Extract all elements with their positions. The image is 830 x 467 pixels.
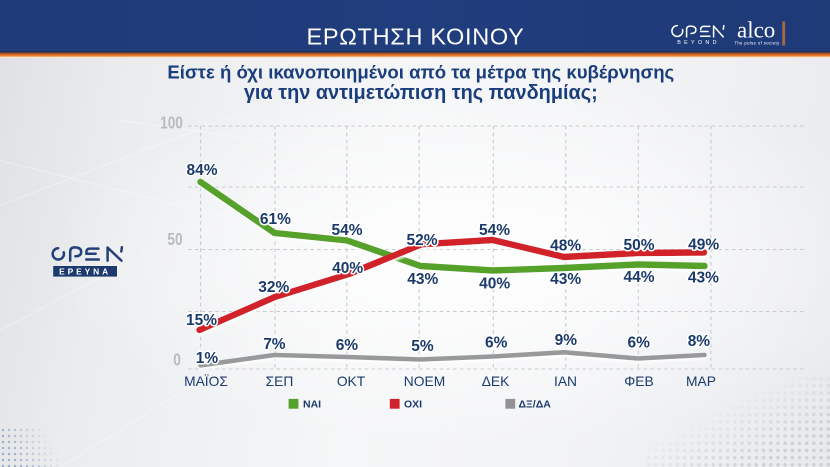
svg-text:50: 50 <box>167 231 182 250</box>
svg-text:ΜΑΡ: ΜΑΡ <box>686 374 716 389</box>
svg-text:52%: 52% <box>406 232 437 249</box>
svg-text:43%: 43% <box>688 270 719 287</box>
svg-text:100: 100 <box>160 114 183 133</box>
svg-text:32%: 32% <box>258 279 289 296</box>
svg-text:ΔΞ/ΔΑ: ΔΞ/ΔΑ <box>519 399 552 411</box>
svg-text:40%: 40% <box>479 275 510 292</box>
svg-text:6%: 6% <box>485 335 508 352</box>
svg-text:Είστε ή όχι ικανοποιημένοι από: Είστε ή όχι ικανοποιημένοι από τα μέτρα … <box>167 61 674 82</box>
svg-text:ΕΡΕΥΝΑ: ΕΡΕΥΝΑ <box>59 266 111 276</box>
svg-text:0: 0 <box>173 351 181 370</box>
svg-text:43%: 43% <box>550 271 581 288</box>
svg-text:43%: 43% <box>407 271 438 288</box>
svg-text:6%: 6% <box>627 335 650 352</box>
svg-text:ΣΕΠ: ΣΕΠ <box>266 374 294 389</box>
svg-text:ΜΑΪΟΣ: ΜΑΪΟΣ <box>184 373 228 389</box>
svg-text:44%: 44% <box>623 269 654 286</box>
svg-text:για την αντιμετώπιση της πανδη: για την αντιμετώπιση της πανδημίας; <box>244 82 598 104</box>
svg-text:40%: 40% <box>332 260 363 277</box>
svg-text:alco: alco <box>737 18 775 43</box>
svg-text:7%: 7% <box>263 336 286 353</box>
svg-text:ΔΕΚ: ΔΕΚ <box>482 374 510 389</box>
svg-text:ΕΡΩΤΗΣΗ ΚΟΙΝΟΥ: ΕΡΩΤΗΣΗ ΚΟΙΝΟΥ <box>307 24 525 50</box>
svg-text:61%: 61% <box>260 211 291 228</box>
svg-text:15%: 15% <box>186 312 217 329</box>
svg-text:8%: 8% <box>688 333 711 350</box>
svg-text:ΝΟΕΜ: ΝΟΕΜ <box>404 374 445 389</box>
svg-text:1%: 1% <box>196 350 219 367</box>
svg-text:BEYOND: BEYOND <box>677 40 720 46</box>
svg-text:5%: 5% <box>411 338 434 355</box>
svg-text:54%: 54% <box>331 222 362 239</box>
svg-text:9%: 9% <box>555 332 578 349</box>
svg-text:ΟΧΙ: ΟΧΙ <box>404 399 422 411</box>
svg-text:ΟΚΤ: ΟΚΤ <box>337 374 366 389</box>
svg-text:The pulse of society: The pulse of society <box>734 40 780 45</box>
svg-text:50%: 50% <box>623 237 654 254</box>
svg-text:ΝΑΙ: ΝΑΙ <box>303 399 321 411</box>
svg-text:6%: 6% <box>336 337 359 354</box>
svg-text:49%: 49% <box>688 237 719 254</box>
svg-text:84%: 84% <box>186 162 217 179</box>
svg-text:48%: 48% <box>550 237 581 254</box>
svg-text:ΦΕΒ: ΦΕΒ <box>624 374 653 389</box>
svg-text:54%: 54% <box>479 222 510 239</box>
svg-text:ΙΑΝ: ΙΑΝ <box>554 374 577 389</box>
